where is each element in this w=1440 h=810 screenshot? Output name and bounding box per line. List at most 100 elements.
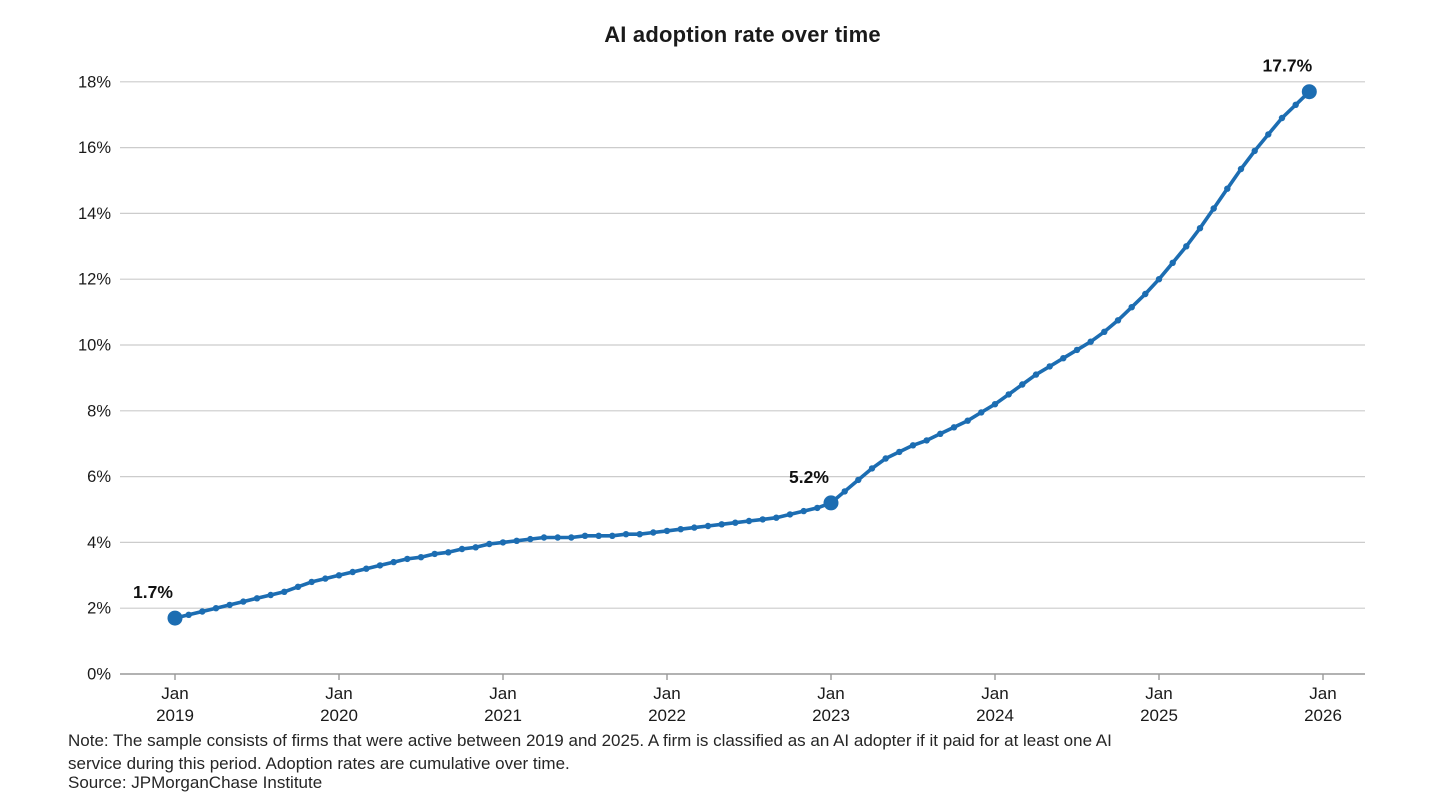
data-point	[841, 488, 848, 495]
data-point	[308, 578, 315, 586]
data-point	[1292, 101, 1299, 109]
data-point	[909, 442, 917, 449]
data-point	[335, 572, 343, 579]
data-point	[445, 549, 452, 556]
point-label: 17.7%	[1263, 56, 1313, 76]
x-axis-label-year: 2019	[156, 706, 194, 725]
x-axis-label-year: 2020	[320, 706, 358, 725]
data-point	[937, 430, 944, 437]
data-point	[636, 531, 643, 538]
data-point	[773, 514, 780, 521]
data-point	[253, 595, 261, 602]
data-point	[199, 608, 206, 615]
y-axis-label: 2%	[87, 600, 111, 618]
data-point	[322, 575, 329, 582]
x-axis-label-month: Jan	[1309, 684, 1336, 703]
data-point	[1196, 225, 1204, 232]
data-point	[363, 565, 370, 572]
data-point	[745, 517, 753, 525]
data-point	[431, 550, 438, 558]
data-point	[1128, 304, 1135, 311]
data-point	[281, 588, 288, 595]
data-point	[376, 562, 384, 569]
data-point	[185, 611, 192, 618]
data-point	[1155, 276, 1163, 283]
y-axis-label: 0%	[87, 666, 111, 684]
y-axis-label: 14%	[78, 205, 111, 223]
data-point	[732, 519, 739, 526]
line-chart: 0% 2% 4% 6% 8% 10% 12% 14% 16% 18% Jan 2019 Jan 2020 J…	[78, 56, 1365, 725]
x-axis-label-year: 2024	[976, 706, 1014, 725]
data-point	[814, 504, 821, 512]
data-point	[718, 521, 725, 528]
data-point	[568, 534, 575, 541]
data-point	[950, 424, 958, 431]
data-point	[486, 540, 493, 548]
y-axis-label: 16%	[78, 139, 111, 157]
data-point	[540, 534, 548, 541]
data-point	[554, 534, 561, 541]
x-axis-label-month: Jan	[981, 684, 1008, 703]
point-label: 1.7%	[133, 582, 173, 602]
data-point-annotated	[167, 610, 183, 626]
data-point	[1032, 371, 1040, 378]
y-axis-label: 8%	[87, 402, 111, 420]
data-point-annotated	[1301, 84, 1317, 100]
data-point	[964, 417, 971, 424]
data-point	[691, 524, 698, 531]
data-point	[677, 526, 684, 533]
data-point	[1265, 131, 1272, 138]
x-axis-label-year: 2025	[1140, 706, 1178, 725]
data-point	[978, 409, 985, 416]
data-point	[1210, 205, 1217, 212]
data-point	[1101, 328, 1108, 335]
data-point	[499, 539, 507, 546]
data-point	[622, 531, 630, 538]
data-point	[404, 555, 411, 563]
x-axis-label-year: 2022	[648, 706, 686, 725]
data-point	[1114, 317, 1122, 324]
data-point	[1046, 363, 1053, 370]
data-point	[868, 465, 876, 472]
x-axis-label-month: Jan	[653, 684, 680, 703]
series-line	[173, 89, 1312, 620]
y-axis-label: 10%	[78, 337, 111, 355]
data-point	[855, 476, 862, 484]
data-point	[759, 516, 766, 523]
data-point	[1183, 243, 1190, 250]
data-point	[349, 568, 356, 576]
x-axis-label-month: Jan	[489, 684, 516, 703]
data-point	[609, 532, 616, 539]
data-point	[212, 605, 220, 612]
data-point	[1019, 381, 1026, 388]
data-point	[513, 537, 520, 544]
data-point	[417, 554, 425, 561]
data-point	[1087, 338, 1094, 345]
data-point	[1278, 114, 1286, 122]
data-point	[800, 507, 807, 515]
data-point	[991, 401, 999, 408]
y-axis-label: 4%	[87, 534, 111, 552]
x-axis-label-month: Jan	[161, 684, 188, 703]
x-axis-label-year: 2023	[812, 706, 850, 725]
x-axis-label-month: Jan	[817, 684, 844, 703]
data-point	[704, 522, 712, 530]
chart-title: AI adoption rate over time	[604, 22, 881, 47]
x-axis-label-month: Jan	[1145, 684, 1172, 703]
data-point	[1169, 259, 1176, 266]
data-point	[458, 545, 466, 553]
data-point	[1005, 391, 1012, 398]
data-point	[267, 591, 274, 599]
data-point	[226, 601, 233, 609]
data-point	[294, 583, 302, 590]
data-point	[663, 527, 671, 535]
data-point	[472, 544, 479, 551]
data-point	[527, 535, 534, 543]
x-axis-label-year: 2026	[1304, 706, 1342, 725]
data-point	[390, 558, 397, 566]
point-label: 5.2%	[789, 467, 829, 487]
data-point	[896, 448, 903, 456]
data-point	[1073, 346, 1081, 354]
y-axis-label: 12%	[78, 271, 111, 289]
data-point-annotated	[823, 495, 839, 511]
